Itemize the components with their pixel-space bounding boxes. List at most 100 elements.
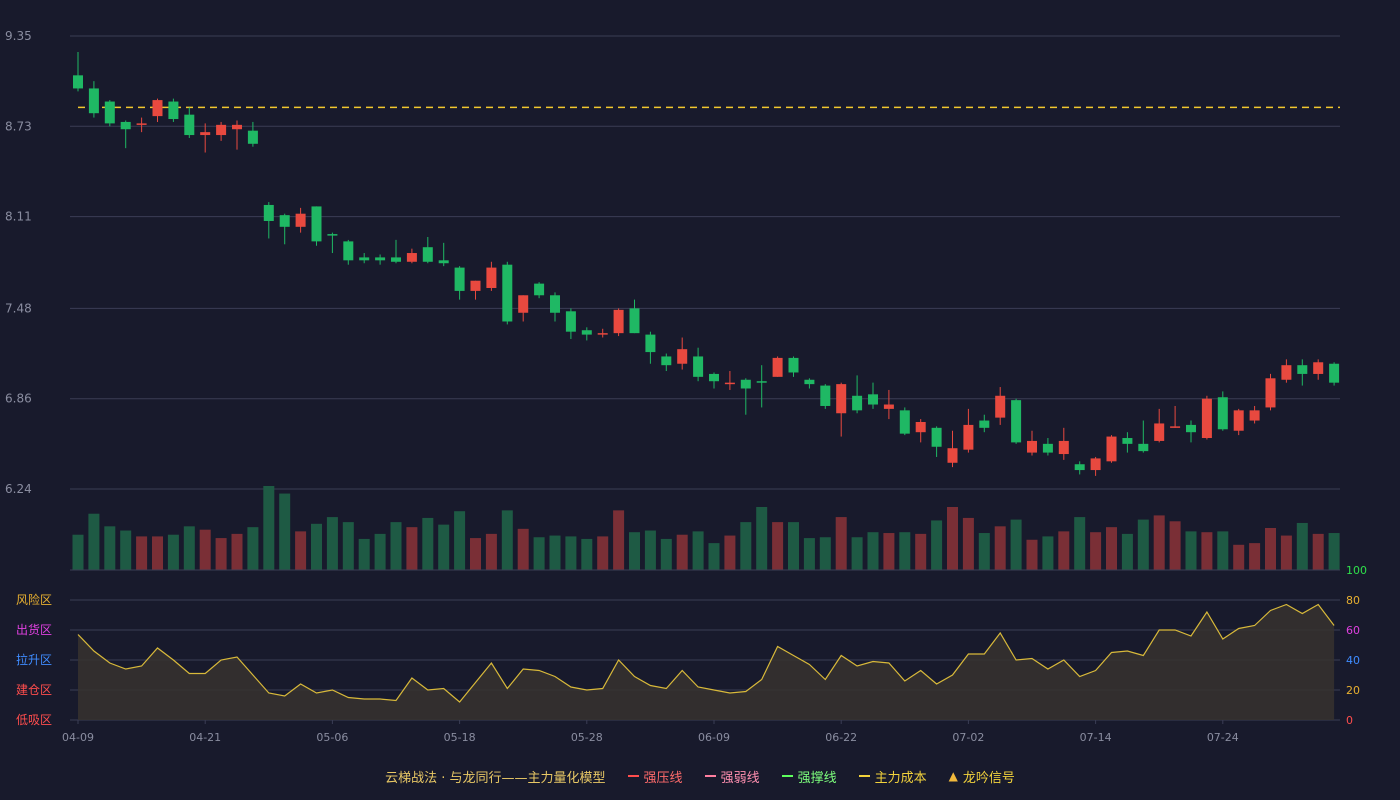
volume-bar bbox=[88, 513, 100, 570]
legend-item-dragon-signal[interactable]: ▲ 龙吟信号 bbox=[949, 767, 1015, 786]
legend-item-strong-pressure[interactable]: 强压线 bbox=[627, 767, 683, 786]
legend-title: 云梯战法 · 与龙同行——主力量化模型 bbox=[385, 770, 606, 786]
candle bbox=[788, 356, 799, 377]
candle bbox=[136, 117, 147, 133]
volume-bar bbox=[517, 528, 529, 570]
volume-bar bbox=[676, 534, 688, 570]
candle-body bbox=[1027, 440, 1037, 453]
volume-bar bbox=[978, 533, 990, 570]
candle bbox=[565, 308, 576, 339]
volume-bar bbox=[1026, 539, 1038, 570]
candle-body bbox=[518, 295, 529, 313]
candle bbox=[1154, 408, 1165, 443]
candle bbox=[581, 327, 592, 341]
legend-label-main-cost: 主力成本 bbox=[874, 770, 927, 786]
volume-bar bbox=[1217, 531, 1229, 570]
volume-bar bbox=[851, 537, 863, 570]
candle bbox=[740, 378, 751, 415]
volume-bar bbox=[629, 532, 640, 570]
candle bbox=[1281, 359, 1292, 383]
candle bbox=[661, 353, 672, 372]
volume-bar bbox=[1121, 533, 1133, 570]
volume-bar bbox=[581, 538, 593, 570]
volume-bar bbox=[485, 533, 497, 570]
candle bbox=[1233, 408, 1244, 436]
candle-body bbox=[470, 280, 481, 291]
candle-body bbox=[454, 267, 465, 291]
volume-bar bbox=[1090, 532, 1102, 570]
candle-body bbox=[1090, 458, 1101, 471]
price-tick-label: 7.48 bbox=[5, 301, 32, 315]
stock-chart: 9.35 8.73 8.11 7.48 6.86 6.24 100 80 60 40 20 0 风险区… bbox=[5, 29, 1367, 744]
candle-body bbox=[104, 101, 115, 124]
volume-bar bbox=[470, 538, 481, 570]
candle-body bbox=[836, 384, 847, 414]
oscillator-tick-label: 100 bbox=[1346, 564, 1367, 577]
volume-bar bbox=[772, 522, 784, 570]
candle-body bbox=[1297, 365, 1308, 374]
candle-body bbox=[200, 132, 211, 136]
candle-body bbox=[756, 381, 767, 383]
volume-bar bbox=[597, 536, 609, 570]
legend-item-main-cost[interactable]: 主力成本 bbox=[858, 767, 927, 786]
candle-body bbox=[1058, 440, 1069, 455]
price-axis-labels: 9.35 8.73 8.11 7.48 6.86 6.24 bbox=[5, 29, 32, 496]
candle bbox=[613, 308, 624, 337]
volume-bar bbox=[136, 536, 148, 570]
oscillator-tick-label: 0 bbox=[1346, 714, 1353, 727]
candle bbox=[1058, 427, 1069, 460]
candle bbox=[1042, 438, 1053, 456]
candle bbox=[295, 207, 306, 233]
candle-body bbox=[947, 448, 958, 463]
volume-bar bbox=[326, 517, 338, 570]
legend-swatch-main-cost bbox=[858, 775, 870, 777]
candle bbox=[597, 328, 608, 338]
candle bbox=[899, 407, 910, 436]
candle bbox=[1027, 430, 1037, 456]
candle bbox=[359, 253, 370, 264]
volume-bar bbox=[1296, 522, 1308, 570]
candle-body bbox=[1122, 438, 1133, 444]
candle bbox=[995, 387, 1006, 425]
date-tick-label: 04-09 bbox=[62, 731, 94, 744]
candle-body bbox=[263, 204, 274, 221]
candle-body bbox=[391, 257, 401, 262]
volume-bar bbox=[549, 535, 561, 570]
candle bbox=[1138, 420, 1149, 453]
candle bbox=[534, 282, 545, 299]
candle-body bbox=[438, 260, 449, 264]
candle bbox=[104, 100, 115, 127]
oscillator-tick-label: 80 bbox=[1346, 594, 1360, 607]
volume-bar bbox=[644, 530, 656, 570]
volume-bar bbox=[199, 529, 211, 570]
date-tick-label: 05-28 bbox=[571, 731, 603, 744]
candle-body bbox=[1329, 363, 1340, 383]
candle-body bbox=[1217, 397, 1228, 430]
candle bbox=[88, 81, 99, 118]
candle-body bbox=[581, 330, 592, 335]
volume-bar bbox=[1312, 533, 1324, 570]
candle bbox=[550, 292, 560, 322]
candle bbox=[645, 331, 656, 364]
volume-bar bbox=[295, 531, 307, 570]
legend-item-strong-support[interactable]: 强撑线 bbox=[781, 767, 837, 786]
chart-legend: 云梯战法 · 与龙同行——主力量化模型 强压线 强弱线 强撑线 主力成本 ▲ 龙… bbox=[0, 766, 1400, 786]
volume-bar bbox=[660, 538, 672, 570]
oscillator-area bbox=[78, 604, 1335, 720]
candle bbox=[1313, 359, 1324, 380]
candle-body bbox=[1265, 378, 1276, 408]
candle-body bbox=[216, 124, 227, 136]
candle-body bbox=[693, 356, 704, 377]
legend-item-strength-line[interactable]: 强弱线 bbox=[704, 767, 760, 786]
volume-bar bbox=[263, 486, 275, 570]
volume-bar bbox=[1280, 535, 1292, 570]
candle bbox=[772, 356, 783, 377]
candle bbox=[724, 371, 735, 390]
price-tick-label: 8.73 bbox=[5, 119, 32, 133]
oscillator-zone-label: 出货区 bbox=[16, 622, 52, 637]
candle-body bbox=[645, 334, 656, 353]
candle bbox=[931, 426, 942, 457]
oscillator-zone-label: 拉升区 bbox=[16, 652, 52, 667]
volume-bar bbox=[803, 538, 815, 570]
